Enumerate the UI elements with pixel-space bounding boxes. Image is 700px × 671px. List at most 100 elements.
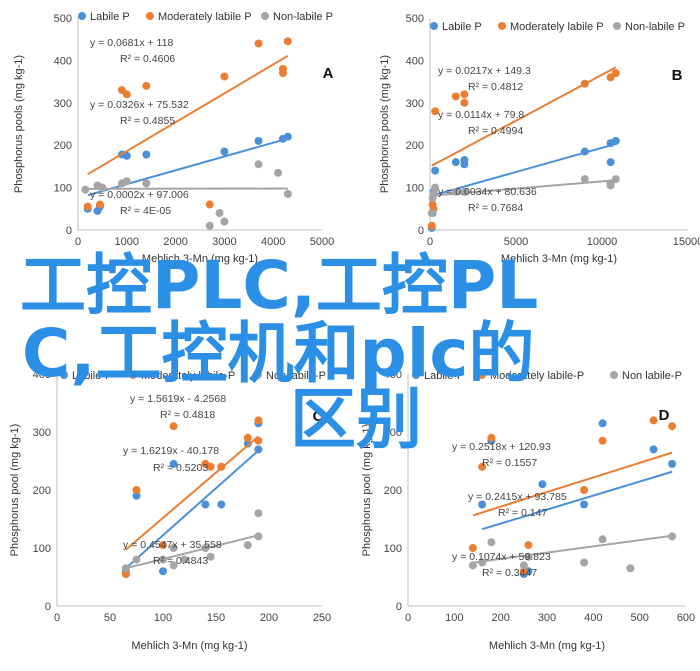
data-point xyxy=(487,538,496,547)
trendline xyxy=(472,451,673,517)
data-point xyxy=(519,567,528,576)
r-squared-label: R² = 0.1557 xyxy=(482,457,537,469)
y-tick-label: 300 xyxy=(54,98,72,110)
legend-marker xyxy=(412,371,420,379)
x-tick-label: 300 xyxy=(538,612,556,624)
y-axis-label: Phosphorus pool (mg kg-1) xyxy=(9,424,21,557)
y-tick-label: 300 xyxy=(33,427,51,439)
data-point xyxy=(283,189,292,198)
data-point xyxy=(132,555,141,564)
data-point xyxy=(122,151,131,160)
data-point xyxy=(201,544,210,552)
x-tick-label: 10000 xyxy=(587,236,618,248)
y-tick-label: 400 xyxy=(384,369,402,381)
data-point xyxy=(429,189,438,198)
y-tick-label: 200 xyxy=(54,140,72,152)
y-tick-label: 300 xyxy=(406,98,424,110)
x-tick-label: 200 xyxy=(491,612,509,624)
legend-marker xyxy=(60,371,68,379)
trendline xyxy=(87,54,289,176)
y-tick-label: 100 xyxy=(54,183,72,195)
data-point xyxy=(169,459,178,468)
r-squared-label: R² = 0.4812 xyxy=(468,81,523,93)
data-point xyxy=(254,416,263,425)
r-squared-label: R² = 0.4818 xyxy=(160,409,215,421)
data-point xyxy=(254,532,263,541)
legend-label: Moderately labile-P xyxy=(141,370,235,382)
trendline-equation: y = 0.2415x + 93.785 xyxy=(468,491,567,503)
data-point xyxy=(649,416,658,425)
data-point xyxy=(254,160,263,169)
x-tick-label: 2000 xyxy=(163,236,187,248)
x-tick-label: 200 xyxy=(260,612,278,624)
data-point xyxy=(243,541,252,550)
data-point xyxy=(169,544,178,552)
data-point xyxy=(460,98,469,107)
panel-label: A xyxy=(323,65,334,82)
x-tick-label: 0 xyxy=(427,236,433,248)
x-tick-label: 0 xyxy=(405,612,411,624)
x-tick-label: 0 xyxy=(54,612,60,624)
trendline-equation: y = 1.6219x - 40.178 xyxy=(123,445,219,457)
legend-marker xyxy=(129,371,137,379)
data-point xyxy=(451,92,460,101)
chart-panel-b: 0100200300400500050001000015000Mehlich 3… xyxy=(379,13,700,265)
x-tick-label: 3000 xyxy=(212,236,236,248)
data-point xyxy=(83,202,92,211)
data-point xyxy=(460,160,469,169)
data-point xyxy=(121,570,130,579)
data-point xyxy=(132,486,141,494)
data-point xyxy=(142,179,151,188)
data-point xyxy=(95,200,104,209)
trendline-equation: y = 0.0034x + 80.636 xyxy=(438,186,537,198)
legend-marker xyxy=(498,22,506,30)
r-squared-label: R² = 0.7684 xyxy=(468,202,523,214)
trendline-equation: y = 1.5619x - 4.2568 xyxy=(130,393,226,405)
data-point xyxy=(580,500,589,509)
x-tick-label: 500 xyxy=(630,612,648,624)
x-axis-label: Mehlich 3-Mn (mg kg-1) xyxy=(131,640,247,652)
trendline-equation: y = 0.4547x + 35.558 xyxy=(123,539,222,551)
data-point xyxy=(274,168,283,177)
y-axis-label: Phosphorus pools (mg kg-1) xyxy=(379,55,391,193)
data-point xyxy=(169,561,178,570)
legend-marker xyxy=(254,371,262,379)
data-point xyxy=(122,90,131,99)
data-point xyxy=(243,439,252,448)
trendline-equation: y = 0.1074x + 59.823 xyxy=(452,551,551,563)
legend-marker xyxy=(146,12,154,20)
r-squared-label: R² = 0.5203 xyxy=(153,462,208,474)
trendline-equation: y = 0.0002x + 97.006 xyxy=(90,189,189,201)
data-point xyxy=(524,552,533,561)
data-point xyxy=(478,558,487,567)
data-point xyxy=(580,147,589,156)
legend-label: Moderately labile P xyxy=(158,11,252,23)
legend-marker xyxy=(610,371,618,379)
data-point xyxy=(254,445,263,454)
data-point xyxy=(668,422,677,431)
y-tick-label: 0 xyxy=(418,225,424,237)
data-point xyxy=(427,221,436,230)
legend-label: Labile-P xyxy=(424,370,464,382)
legend-label: Non labile-P xyxy=(622,370,682,382)
y-tick-label: 0 xyxy=(396,601,402,613)
legend-marker xyxy=(430,22,438,30)
data-point xyxy=(142,150,151,159)
data-point xyxy=(169,422,178,431)
legend-marker xyxy=(478,371,486,379)
trendline xyxy=(125,534,259,570)
y-tick-label: 500 xyxy=(406,13,424,25)
data-point xyxy=(180,555,189,564)
chart-panel-d: 0 100 200 300 400 0 100 200 300 400 500 600 Mehlich … xyxy=(361,369,695,652)
x-tick-label: 100 xyxy=(445,612,463,624)
y-tick-label: 100 xyxy=(406,183,424,195)
x-tick-label: 100 xyxy=(154,612,172,624)
trendline xyxy=(125,435,260,551)
r-squared-label: R² = 0.3447 xyxy=(482,567,537,579)
data-point xyxy=(243,433,252,442)
legend-label: Moderately labile P xyxy=(510,21,604,33)
data-point xyxy=(611,69,620,78)
data-point xyxy=(611,175,620,184)
legend-label: Non-labile P xyxy=(273,11,333,23)
y-tick-label: 400 xyxy=(33,369,51,381)
